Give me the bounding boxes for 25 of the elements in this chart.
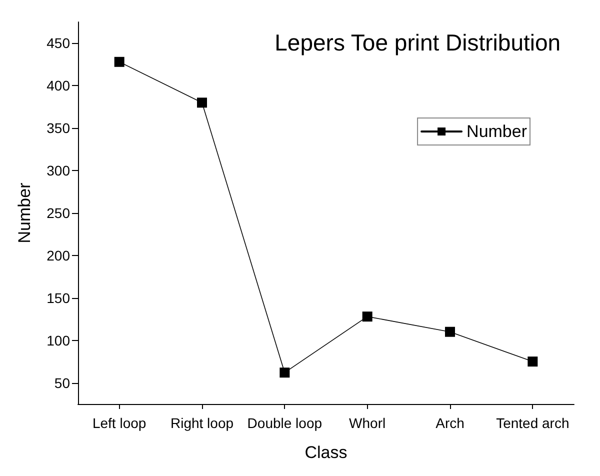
chart-title: Lepers Toe print Distribution: [274, 30, 561, 56]
x-tick-label: Right loop: [170, 415, 234, 431]
x-tick-label: Double loop: [247, 415, 322, 431]
y-tick-label: 350: [46, 120, 70, 136]
x-tick-label: Tented arch: [496, 415, 570, 431]
y-tick-label: 150: [46, 290, 70, 306]
y-tick-label: 300: [46, 162, 70, 179]
legend-label: Number: [466, 122, 528, 141]
y-tick-label: 50: [54, 374, 70, 391]
point: [114, 56, 124, 67]
x-tick-label: Arch: [436, 415, 464, 431]
y-tick-label: 100: [46, 332, 70, 348]
y-tick-label: 250: [46, 205, 70, 221]
point: [280, 368, 290, 378]
y-axis-title: Number: [15, 182, 34, 244]
point: [362, 312, 372, 322]
y-tick-label: 400: [46, 78, 70, 94]
x-tick-label: Whorl: [349, 415, 386, 431]
x-axis-title: Class: [304, 443, 348, 462]
point: [528, 356, 538, 367]
x-tick-label: Left loop: [92, 415, 146, 431]
point: [197, 98, 207, 108]
y-tick-label: 450: [46, 35, 70, 52]
point: [445, 326, 455, 337]
y-tick-label: 200: [46, 247, 70, 264]
